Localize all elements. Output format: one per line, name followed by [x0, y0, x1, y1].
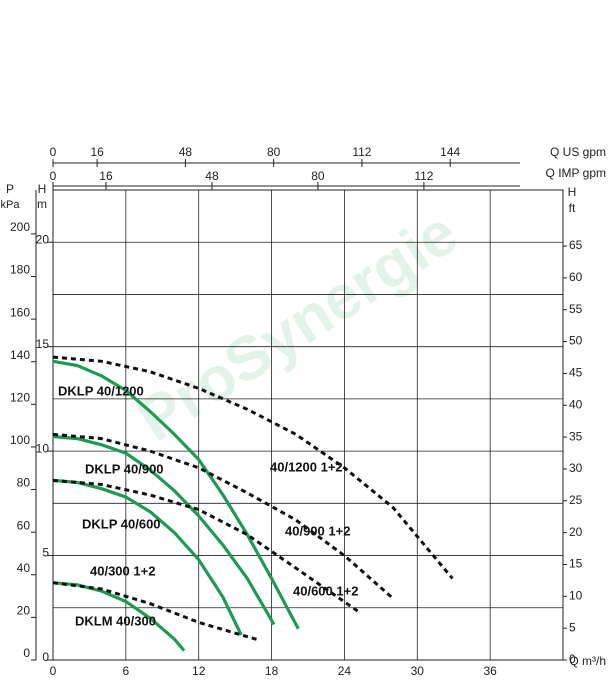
kpa-tick-label: 80 — [17, 476, 31, 490]
x-tick-label: 24 — [338, 664, 352, 678]
ft-tick-label: 10 — [569, 588, 583, 602]
us_gpm-tick-label: 48 — [179, 145, 193, 159]
curve — [52, 581, 186, 652]
kpa-tick-label: 20 — [17, 604, 31, 618]
imp_gpm-tick-label: 48 — [205, 169, 219, 183]
curve-label: 40/900 1+2 — [285, 523, 350, 538]
curve — [52, 355, 454, 580]
kpa-tick-label: 200 — [10, 220, 30, 234]
curve — [52, 432, 396, 601]
curve — [52, 434, 276, 626]
ft-unit: ft — [569, 201, 576, 215]
kpa-tick-label: 100 — [10, 433, 30, 447]
imp_gpm-tick-label: 0 — [50, 169, 57, 183]
x-tick-label: 0 — [50, 664, 57, 678]
curve-label: DKLM 40/300 — [75, 613, 156, 628]
ft-tick-label: 25 — [569, 493, 583, 507]
kpa-tick-label: 120 — [10, 391, 30, 405]
us_gpm-tick-label: 80 — [267, 145, 281, 159]
kpa-tick-label: 160 — [10, 305, 30, 319]
h-symbol: H — [38, 182, 47, 196]
ft-tick-label: 45 — [569, 366, 583, 380]
ft-tick-label: 40 — [569, 397, 583, 411]
us-gpm-label: Q US gpm — [550, 145, 606, 159]
ft-tick-label: 20 — [569, 525, 583, 539]
p-symbol: P — [6, 182, 14, 196]
imp_gpm-tick-label: 112 — [414, 169, 433, 183]
ft-tick-label: 0 — [569, 652, 576, 666]
x-tick-label: 30 — [411, 664, 425, 678]
y-tick-label: 15 — [36, 337, 50, 351]
x-axis-label: Q m³/h — [569, 654, 606, 668]
curve-label: 40/1200 1+2 — [270, 459, 343, 474]
us_gpm-tick-label: 144 — [440, 145, 460, 159]
imp_gpm-tick-label: 16 — [99, 169, 113, 183]
x-tick-label: 18 — [265, 664, 279, 678]
curve-label: DKLP 40/900 — [85, 461, 164, 476]
x-tick-label: 6 — [123, 664, 130, 678]
imp_gpm-tick-label: 80 — [311, 169, 325, 183]
ft-tick-label: 5 — [569, 620, 576, 634]
y-tick-label: 0 — [42, 650, 49, 664]
watermark: ProSynergie — [126, 198, 470, 455]
kpa-tick-label: 0 — [23, 646, 30, 660]
kpa-unit: kPa — [1, 199, 21, 211]
curve-label: DKLP 40/600 — [82, 516, 161, 531]
y-tick-label: 5 — [42, 546, 49, 560]
curve — [52, 478, 243, 636]
ft-tick-label: 55 — [569, 302, 583, 316]
us_gpm-tick-label: 0 — [50, 145, 57, 159]
ft-symbol: H — [568, 185, 577, 199]
us_gpm-tick-label: 16 — [90, 145, 104, 159]
m-unit: m — [37, 197, 47, 211]
curve-label: 40/600 1+2 — [293, 583, 358, 598]
us_gpm-tick-label: 112 — [352, 145, 371, 159]
ft-tick-label: 50 — [569, 334, 583, 348]
y-tick-label: 10 — [36, 441, 50, 455]
ft-tick-label: 65 — [569, 238, 583, 252]
kpa-tick-label: 140 — [10, 348, 30, 362]
ft-tick-label: 35 — [569, 429, 583, 443]
ft-tick-label: 30 — [569, 461, 583, 475]
curve — [52, 359, 300, 630]
kpa-tick-label: 60 — [17, 518, 31, 532]
curve — [52, 581, 260, 642]
x-tick-label: 36 — [483, 664, 497, 678]
curve-label: 40/300 1+2 — [90, 563, 155, 578]
kpa-tick-label: 180 — [10, 263, 30, 277]
ft-tick-label: 60 — [569, 270, 583, 284]
y-tick-label: 20 — [36, 232, 50, 246]
ft-tick-label: 15 — [569, 557, 583, 571]
x-tick-label: 12 — [192, 664, 206, 678]
imp-gpm-label: Q IMP gpm — [546, 166, 606, 180]
plot-frame — [52, 189, 564, 661]
curve-label: DKLP 40/1200 — [58, 383, 144, 398]
curve — [52, 478, 360, 614]
kpa-tick-label: 40 — [17, 561, 31, 575]
